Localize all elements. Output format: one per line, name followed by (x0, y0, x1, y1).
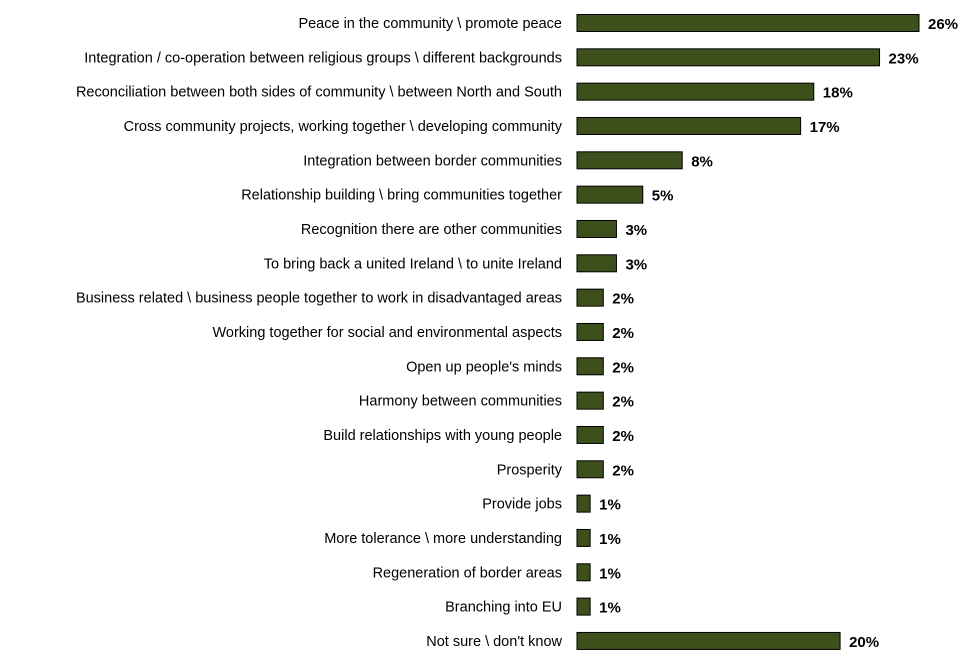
bar (576, 494, 591, 513)
bar (576, 597, 591, 616)
category-label: Working together for social and environm… (212, 325, 562, 341)
category-label: Peace in the community \ promote peace (298, 16, 562, 32)
value-label: 3% (625, 222, 647, 239)
category-label: Prosperity (497, 462, 563, 478)
category-label: Harmony between communities (359, 394, 562, 410)
value-label: 1% (599, 497, 621, 514)
category-label: Regeneration of border areas (373, 565, 562, 581)
bar (576, 563, 591, 582)
value-label: 23% (889, 50, 919, 67)
bar (576, 528, 591, 547)
value-label: 8% (691, 153, 713, 170)
category-label: Reconciliation between both sides of com… (76, 85, 562, 101)
category-label: Relationship building \ bring communitie… (241, 188, 562, 204)
category-label: Business related \ business people toget… (76, 291, 562, 307)
category-label: Branching into EU (445, 600, 562, 616)
category-label: Provide jobs (482, 497, 562, 513)
category-label: Build relationships with young people (323, 428, 562, 444)
bar (576, 82, 815, 101)
value-label: 2% (612, 428, 634, 445)
value-label: 2% (612, 291, 634, 308)
category-label: Not sure \ don't know (426, 634, 562, 650)
category-label: Cross community projects, working togeth… (124, 119, 563, 135)
bar (576, 116, 802, 135)
value-label: 20% (849, 634, 879, 651)
bar (576, 391, 604, 410)
bar (576, 14, 920, 32)
bars (576, 14, 920, 650)
value-label: 2% (612, 325, 634, 342)
value-label: 5% (652, 188, 674, 205)
value-label: 17% (810, 119, 840, 136)
value-label: 2% (612, 359, 634, 376)
category-label: Recognition there are other communities (301, 222, 562, 238)
value-label: 1% (599, 600, 621, 617)
bar (576, 357, 604, 376)
bar (576, 185, 644, 204)
category-label: Integration / co-operation between relig… (84, 50, 562, 66)
value-label: 3% (625, 256, 647, 273)
bar (576, 48, 881, 67)
bar (576, 219, 617, 238)
category-label: Open up people's minds (406, 359, 562, 375)
category-label: Integration between border communities (303, 153, 562, 169)
value-labels: 26% 23% 18% 17% 8% 5% 3% 3% 2% 2% 2% 2% 2% 2% 1% 1% 1% 1%… (599, 16, 958, 651)
bar (576, 460, 604, 479)
value-label: 2% (612, 462, 634, 479)
bar (576, 288, 604, 307)
value-label: 18% (823, 85, 853, 102)
bar (576, 254, 617, 273)
value-label: 26% (928, 16, 958, 33)
value-label: 1% (599, 531, 621, 548)
category-labels: Peace in the community \ promote peace In… (76, 16, 563, 650)
bar (576, 631, 841, 650)
category-label: To bring back a united Ireland \ to unit… (264, 256, 562, 272)
value-label: 1% (599, 565, 621, 582)
value-label: 2% (612, 394, 634, 411)
bar (576, 425, 604, 444)
bar (576, 322, 604, 341)
bar (576, 151, 683, 170)
category-label: More tolerance \ more understanding (324, 531, 562, 547)
